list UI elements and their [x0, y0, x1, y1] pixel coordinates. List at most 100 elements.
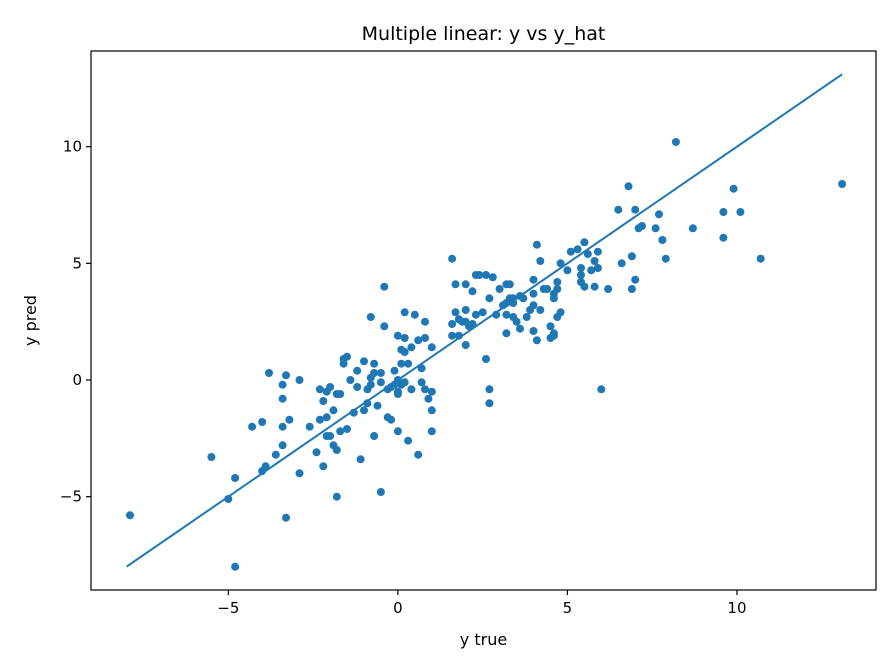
- scatter-point: [475, 271, 484, 279]
- scatter-point: [580, 282, 589, 291]
- scatter-point: [461, 306, 470, 314]
- y-tick-label: −5: [60, 488, 82, 506]
- scatter-point: [380, 282, 389, 291]
- scatter-point: [278, 441, 287, 450]
- scatter-point: [529, 327, 538, 335]
- scatter-point: [485, 385, 494, 394]
- scatter-point: [278, 394, 287, 403]
- y-axis-label: y pred: [21, 295, 40, 346]
- scatter-point: [590, 282, 599, 291]
- scatter-point: [587, 266, 596, 275]
- scatter-point: [326, 383, 335, 391]
- scatter-point: [838, 180, 847, 188]
- scatter-point: [543, 285, 552, 293]
- x-tick-label: −5: [217, 599, 239, 617]
- scatter-point: [556, 308, 565, 317]
- x-tick-label: 10: [727, 599, 746, 617]
- scatter-point: [370, 359, 379, 368]
- reference-line: [126, 73, 843, 568]
- scatter-point: [410, 310, 419, 319]
- scatter-point: [505, 280, 514, 289]
- scatter-point: [485, 294, 494, 303]
- scatter-point: [305, 422, 314, 431]
- scatter-point: [376, 378, 385, 387]
- scatter-point: [638, 222, 646, 230]
- scatter-point: [614, 205, 623, 214]
- scatter-point: [532, 240, 541, 249]
- scatter-point: [593, 264, 602, 272]
- scatter-point: [343, 425, 351, 433]
- scatter-point: [356, 455, 365, 464]
- scatter-point: [312, 448, 321, 457]
- scatter-point: [407, 385, 416, 394]
- scatter-point: [397, 359, 406, 368]
- scatter-point: [471, 310, 480, 319]
- x-tick-label: 5: [563, 599, 573, 617]
- scatter-point: [271, 450, 280, 459]
- scatter-point: [207, 453, 216, 461]
- scatter-point: [414, 336, 423, 345]
- scatter-point: [536, 257, 545, 265]
- scatter-point: [400, 378, 409, 387]
- scatter-point: [366, 313, 375, 321]
- scatter-point: [756, 254, 765, 263]
- y-tick-label: 5: [72, 254, 82, 272]
- scatter-point: [332, 446, 341, 454]
- scatter-point: [485, 399, 494, 408]
- scatter-point: [417, 378, 426, 387]
- scatter-point: [417, 364, 426, 373]
- scatter-point: [282, 513, 290, 522]
- scatter-point: [332, 492, 341, 501]
- scatter-point: [577, 264, 585, 272]
- scatter-point: [370, 369, 379, 377]
- scatter-point: [482, 271, 490, 279]
- scatter-point: [285, 415, 294, 424]
- scatter-point: [258, 418, 267, 426]
- scatter-point: [461, 280, 470, 289]
- scatter-point: [400, 348, 409, 356]
- scatter-point: [366, 380, 375, 389]
- scatter-point: [631, 205, 640, 214]
- scatter-point: [573, 245, 582, 254]
- scatter-point: [627, 252, 636, 261]
- scatter-point: [468, 287, 477, 296]
- scatter-point: [468, 320, 477, 328]
- scatter-point: [519, 294, 528, 303]
- scatter-point: [617, 259, 626, 268]
- scatter-point: [583, 250, 592, 258]
- scatter-point: [736, 208, 745, 216]
- scatter-point: [502, 310, 511, 319]
- scatter-point: [655, 210, 663, 219]
- scatter-point: [566, 247, 575, 256]
- scatter-point: [387, 415, 396, 424]
- scatter-point: [231, 562, 240, 571]
- scatter-point: [390, 366, 399, 375]
- plot-marks: [126, 73, 847, 571]
- scatter-point: [661, 254, 670, 263]
- scatter-point: [353, 383, 362, 391]
- scatter-point: [336, 390, 345, 398]
- scatter-point: [278, 380, 287, 389]
- scatter-point: [427, 427, 436, 436]
- x-tick-label: 0: [393, 599, 403, 617]
- scatter-point: [516, 324, 524, 333]
- scatter-point: [360, 357, 368, 366]
- scatter-point: [126, 511, 134, 520]
- scatter-point: [261, 462, 270, 471]
- scatter-point: [532, 336, 541, 345]
- scatter-point: [393, 331, 402, 340]
- scatter-point: [590, 257, 599, 265]
- scatter-point: [553, 278, 562, 286]
- scatter-point: [627, 285, 636, 293]
- scatter-point: [315, 385, 324, 394]
- scatter-point: [393, 390, 402, 398]
- scatter-point: [631, 275, 640, 284]
- scatter-point: [495, 285, 504, 293]
- scatter-point: [421, 317, 429, 326]
- y-tick-label: 0: [72, 371, 82, 389]
- scatter-point: [427, 406, 436, 415]
- scatter-point: [580, 238, 589, 247]
- scatter-point: [278, 422, 287, 431]
- scatter-point: [529, 289, 538, 298]
